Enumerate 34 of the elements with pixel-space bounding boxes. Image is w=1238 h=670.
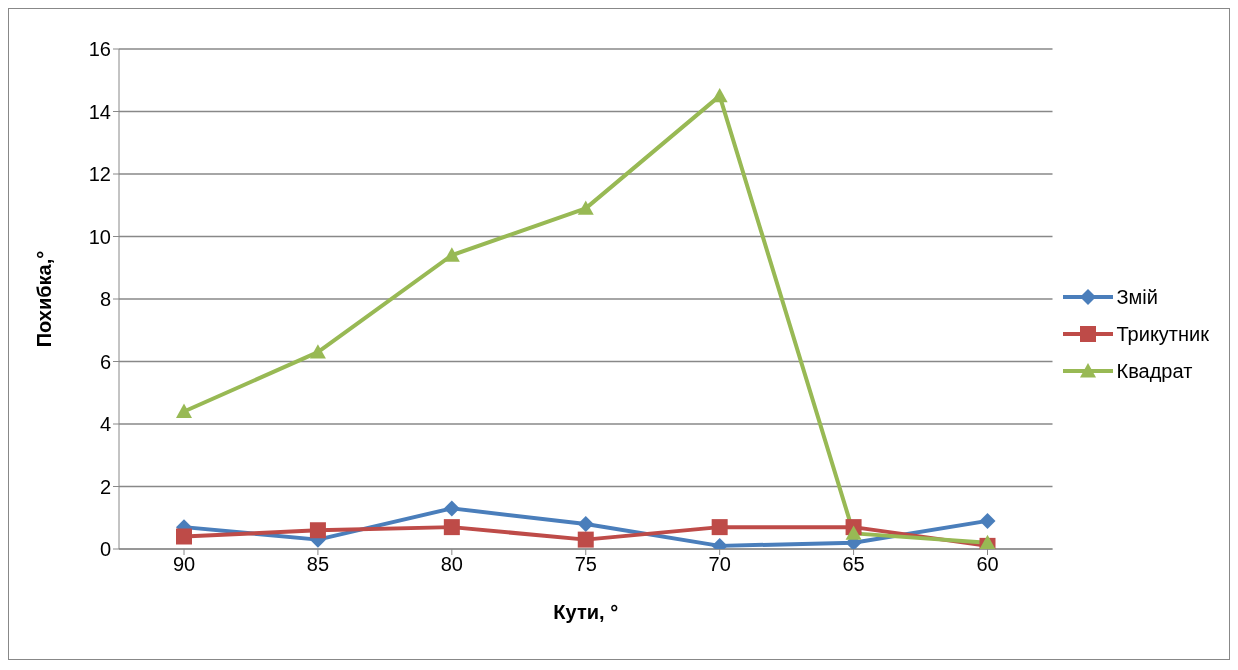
point xyxy=(577,516,594,532)
x-axis-title: Кути, ° xyxy=(553,601,619,623)
point xyxy=(979,512,996,529)
x-tick-label: 90 xyxy=(172,553,196,576)
point xyxy=(711,519,728,536)
point xyxy=(711,87,728,103)
y-tick-label: 12 xyxy=(88,163,111,186)
y-tick-label: 16 xyxy=(88,38,111,61)
y-tick-label: 4 xyxy=(99,413,111,436)
y-tick-label: 2 xyxy=(99,475,111,498)
x-tick-label: 60 xyxy=(976,553,999,576)
point xyxy=(176,528,192,545)
x-tick-label: 80 xyxy=(440,553,463,576)
x-tick-label: 75 xyxy=(574,553,597,576)
point xyxy=(443,519,460,536)
point xyxy=(309,522,326,539)
y-tick-label: 6 xyxy=(99,350,111,373)
point xyxy=(309,344,326,359)
x-tick-label: 70 xyxy=(708,553,731,576)
y-tick-label: 10 xyxy=(88,225,111,248)
y-axis-title: Похибка,° xyxy=(33,250,56,348)
point xyxy=(845,525,862,540)
legend-label: Змій xyxy=(1116,285,1158,309)
point xyxy=(176,403,192,418)
point xyxy=(577,200,594,215)
y-tick-label: 0 xyxy=(99,538,111,561)
legend-label: Трикутник xyxy=(1116,322,1209,346)
legend-label: Квадрат xyxy=(1116,359,1193,383)
point xyxy=(577,531,594,548)
y-tick-label: 8 xyxy=(99,288,111,311)
x-tick-label: 65 xyxy=(842,553,865,576)
y-tick-label: 14 xyxy=(88,100,111,123)
point xyxy=(443,500,460,517)
x-tick-label: 85 xyxy=(306,553,330,576)
